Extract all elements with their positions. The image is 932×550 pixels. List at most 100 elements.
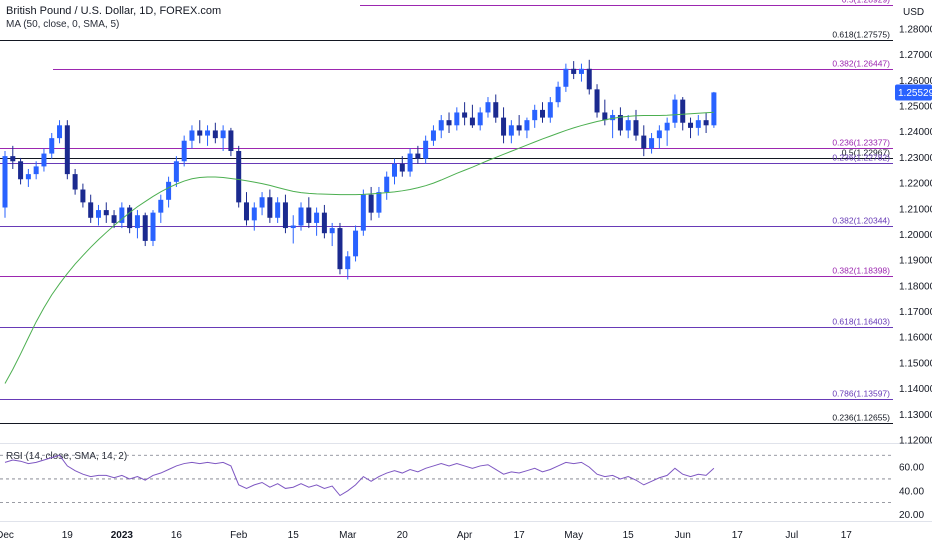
candle-body[interactable]: [251, 207, 257, 221]
candle-body[interactable]: [345, 256, 351, 270]
candle-body[interactable]: [454, 112, 460, 126]
candle-body[interactable]: [407, 153, 413, 172]
candle-body[interactable]: [111, 215, 117, 223]
candle-body[interactable]: [415, 153, 421, 159]
candle-body[interactable]: [181, 140, 187, 162]
candle-body[interactable]: [485, 102, 491, 113]
candle-body[interactable]: [446, 120, 452, 126]
candle-body[interactable]: [610, 115, 616, 121]
candle-body[interactable]: [173, 161, 179, 182]
candle-body[interactable]: [641, 135, 647, 149]
candle-body[interactable]: [127, 207, 133, 229]
candle-body[interactable]: [95, 210, 101, 218]
last-price-tag[interactable]: [895, 84, 932, 101]
candle-body[interactable]: [18, 161, 24, 180]
candle-body[interactable]: [664, 122, 670, 131]
candle-body[interactable]: [501, 117, 507, 136]
candle-body[interactable]: [228, 130, 234, 151]
candle-body[interactable]: [189, 130, 195, 141]
candle-body[interactable]: [197, 130, 203, 136]
candle-body[interactable]: [547, 102, 553, 118]
candle-body[interactable]: [516, 125, 522, 131]
candle-body[interactable]: [594, 89, 600, 113]
candle-body[interactable]: [617, 115, 623, 131]
candle-body[interactable]: [290, 225, 296, 229]
candle-body[interactable]: [469, 117, 475, 126]
candle-body[interactable]: [25, 174, 31, 180]
candle-body[interactable]: [633, 120, 639, 136]
candle-body[interactable]: [462, 112, 468, 118]
candle-body[interactable]: [33, 166, 39, 175]
candle-body[interactable]: [282, 202, 288, 229]
candle-body[interactable]: [150, 212, 156, 241]
candle-body[interactable]: [2, 156, 8, 208]
candle-body[interactable]: [236, 150, 242, 203]
candle-body[interactable]: [688, 122, 694, 128]
candle-body[interactable]: [368, 194, 374, 213]
candle-body[interactable]: [399, 163, 405, 172]
candle-body[interactable]: [205, 130, 211, 136]
candle-body[interactable]: [423, 140, 429, 159]
candle-body[interactable]: [695, 120, 701, 128]
candle-body[interactable]: [80, 189, 86, 203]
candle-body[interactable]: [625, 120, 631, 131]
candle-body[interactable]: [329, 228, 335, 234]
candle-body[interactable]: [532, 109, 538, 121]
moving-average-line[interactable]: [4, 111, 714, 384]
candle-body[interactable]: [220, 130, 226, 139]
candle-body[interactable]: [212, 130, 218, 139]
candle-body[interactable]: [49, 138, 55, 154]
candle-body[interactable]: [134, 215, 140, 229]
candle-body[interactable]: [298, 207, 304, 226]
candle-body[interactable]: [57, 125, 63, 139]
candle-body[interactable]: [384, 176, 390, 193]
candle-body[interactable]: [493, 102, 499, 118]
candle-body[interactable]: [119, 207, 125, 223]
rsi-legend-label[interactable]: RSI (14, close, SMA, 14, 2): [6, 451, 128, 462]
candle-body[interactable]: [306, 207, 312, 223]
ma-legend-label[interactable]: MA (50, close, 0, SMA, 5): [6, 19, 120, 30]
candle-body[interactable]: [243, 202, 249, 221]
candle-body[interactable]: [337, 228, 343, 270]
candle-body[interactable]: [41, 153, 47, 167]
price-tick-label: 1.20000: [899, 230, 932, 241]
candle-body[interactable]: [680, 99, 686, 123]
candle-body[interactable]: [64, 125, 70, 175]
candle-body[interactable]: [524, 120, 530, 131]
candle-body[interactable]: [376, 192, 382, 213]
candle-body[interactable]: [430, 130, 436, 141]
candle-body[interactable]: [103, 210, 109, 216]
candle-body[interactable]: [602, 112, 608, 121]
candle-body[interactable]: [314, 212, 320, 223]
candle-body[interactable]: [508, 125, 514, 136]
candle-body[interactable]: [267, 197, 273, 218]
candle-body[interactable]: [477, 112, 483, 126]
candle-body[interactable]: [72, 174, 78, 190]
candle-body[interactable]: [571, 68, 577, 74]
candle-body[interactable]: [578, 68, 584, 74]
candle-body[interactable]: [438, 120, 444, 131]
candle-body[interactable]: [10, 156, 16, 162]
rsi-tick-label: 20.00: [899, 510, 924, 521]
candle-body[interactable]: [353, 230, 359, 257]
candle-body[interactable]: [88, 202, 94, 218]
candle-body[interactable]: [142, 215, 148, 241]
candle-body[interactable]: [392, 163, 397, 177]
candle-body[interactable]: [259, 197, 265, 208]
candle-body[interactable]: [555, 86, 561, 103]
candle-body[interactable]: [672, 99, 678, 123]
candle-body[interactable]: [321, 212, 327, 234]
rsi-line[interactable]: [4, 454, 715, 497]
candle-body[interactable]: [563, 68, 569, 87]
candle-body[interactable]: [649, 138, 655, 149]
candle-body[interactable]: [656, 130, 662, 139]
candle-body[interactable]: [360, 194, 366, 231]
candle-body[interactable]: [540, 109, 546, 118]
candle-body[interactable]: [275, 202, 281, 218]
candle-body[interactable]: [711, 92, 717, 126]
candle-body[interactable]: [586, 68, 592, 90]
candle-body[interactable]: [166, 181, 172, 200]
candle-body[interactable]: [158, 199, 164, 213]
candle-body[interactable]: [703, 120, 709, 126]
